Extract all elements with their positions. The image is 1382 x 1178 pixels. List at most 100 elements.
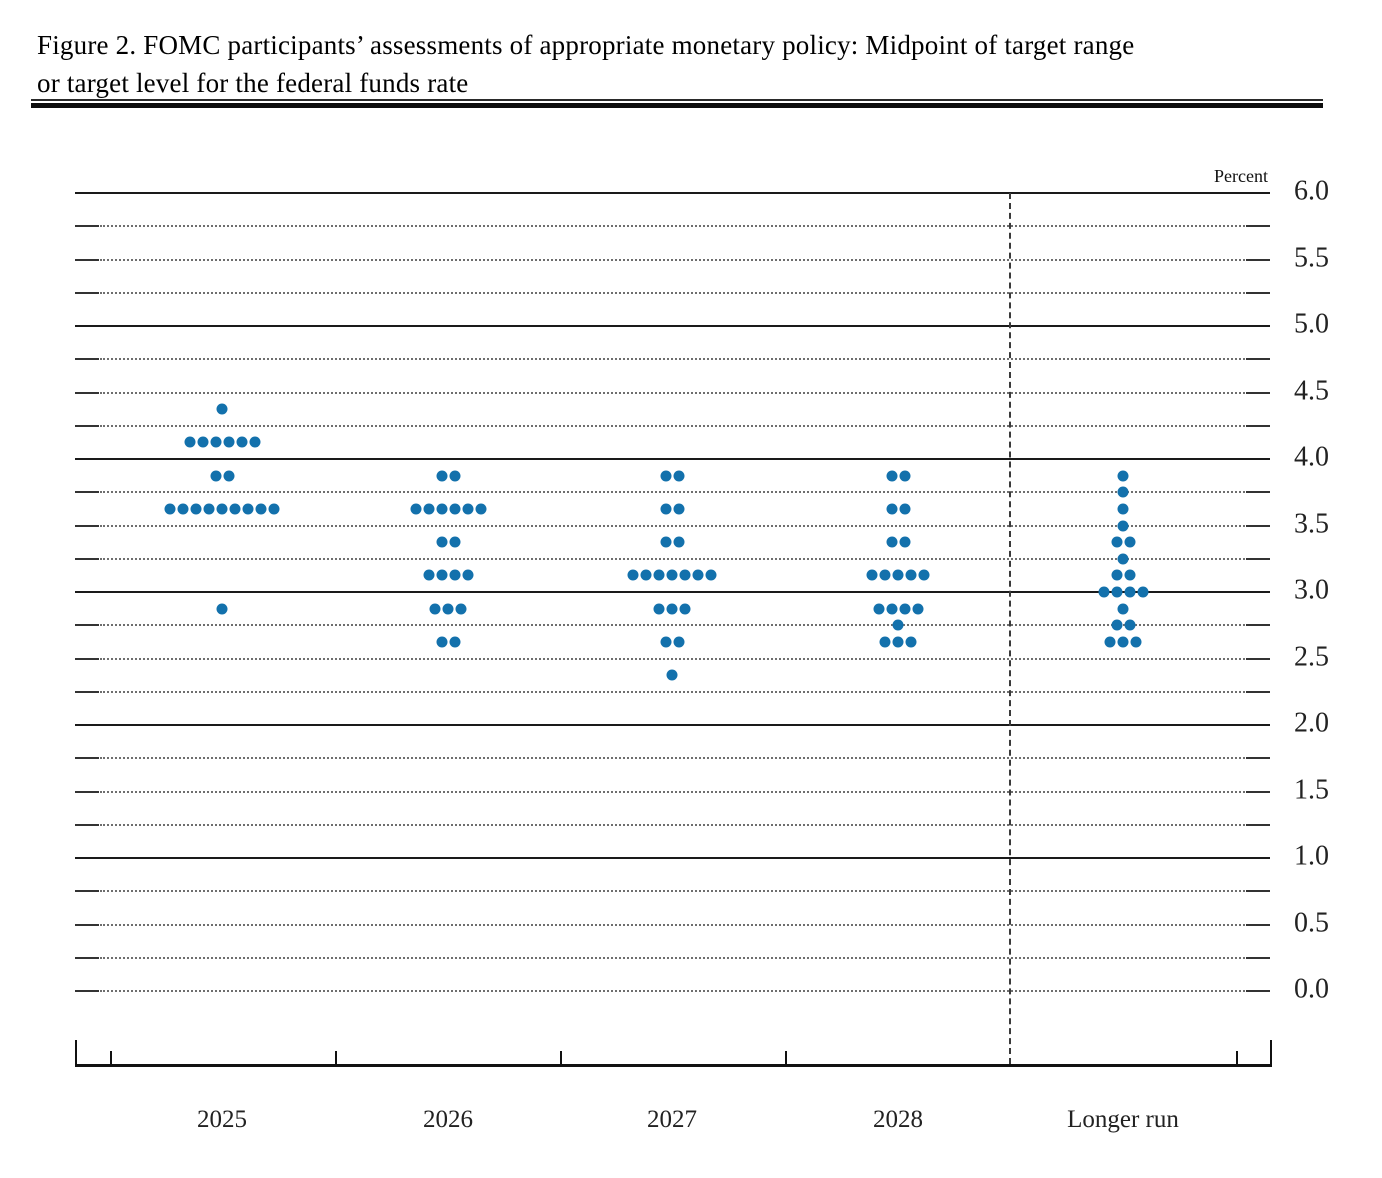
gridline-left-tick bbox=[75, 258, 99, 261]
y-axis-unit-label: Percent bbox=[1214, 166, 1268, 186]
projection-dot bbox=[1104, 636, 1116, 648]
y-tick-label-2.5: 2.5 bbox=[1294, 641, 1329, 673]
projection-dot bbox=[436, 536, 447, 548]
y-tick-label-3.0: 3.0 bbox=[1294, 574, 1329, 606]
projection-dot bbox=[1098, 586, 1109, 598]
projection-dot bbox=[449, 503, 460, 515]
gridline-left-tick bbox=[75, 890, 99, 893]
gridline-right-tick bbox=[1246, 624, 1270, 627]
longer-run-separator-line bbox=[1009, 193, 1011, 1064]
gridline-right-tick bbox=[1246, 690, 1270, 693]
projection-dot bbox=[627, 569, 639, 581]
figure-title: Figure 2. FOMC participants’ assessments… bbox=[37, 26, 1134, 102]
title-rule-thin bbox=[31, 99, 1323, 101]
projection-dot bbox=[660, 470, 671, 482]
projection-dot bbox=[1117, 503, 1129, 515]
gridline-dotted-2.25 bbox=[100, 690, 1245, 693]
projection-dot bbox=[899, 536, 910, 548]
gridline-right-tick bbox=[1246, 524, 1270, 527]
projection-dot bbox=[673, 636, 684, 648]
gridline-solid-6.0 bbox=[75, 192, 1270, 194]
projection-dot bbox=[462, 569, 473, 581]
projection-dot bbox=[210, 436, 221, 448]
gridline-right-tick bbox=[1246, 424, 1270, 427]
gridline-dotted-1.25 bbox=[100, 823, 1245, 826]
title-rule-thick bbox=[31, 103, 1323, 108]
projection-dot bbox=[1130, 636, 1142, 648]
y-tick-label-1.0: 1.0 bbox=[1294, 840, 1329, 872]
projection-dot bbox=[216, 503, 228, 515]
projection-dot bbox=[449, 569, 460, 581]
gridline-solid-5.0 bbox=[75, 325, 1270, 327]
gridline-left-tick bbox=[75, 557, 99, 560]
y-tick-label-0.5: 0.5 bbox=[1294, 907, 1329, 939]
projection-dot bbox=[242, 503, 254, 515]
projection-dot bbox=[423, 503, 434, 515]
projection-dot bbox=[679, 569, 691, 581]
projection-dot bbox=[879, 569, 891, 581]
projection-dot bbox=[692, 569, 704, 581]
x-axis-tick bbox=[110, 1051, 112, 1064]
projection-dot bbox=[892, 569, 904, 581]
projection-dot bbox=[879, 636, 891, 648]
gridline-left-tick bbox=[75, 391, 99, 394]
projection-dot bbox=[475, 503, 486, 515]
gridline-right-tick bbox=[1246, 657, 1270, 660]
gridline-dotted-5.25 bbox=[100, 291, 1245, 294]
projection-dot bbox=[886, 536, 897, 548]
gridline-left-tick bbox=[75, 990, 99, 992]
projection-dot bbox=[892, 619, 904, 631]
y-tick-label-5.0: 5.0 bbox=[1294, 308, 1329, 340]
gridline-dotted-0.25 bbox=[100, 956, 1245, 959]
projection-dot bbox=[236, 436, 247, 448]
projection-dot bbox=[666, 669, 678, 681]
projection-dot bbox=[905, 569, 917, 581]
gridline-dotted-2.50 bbox=[100, 657, 1245, 660]
gridline-dotted-5.50 bbox=[100, 258, 1245, 261]
gridline-solid-2.0 bbox=[75, 724, 1270, 726]
x-axis-corner-stub bbox=[75, 1040, 77, 1064]
projection-dot bbox=[1111, 536, 1122, 548]
projection-dot bbox=[1124, 586, 1135, 598]
gridline-left-tick bbox=[75, 491, 99, 494]
projection-dot bbox=[660, 503, 671, 515]
projection-dot bbox=[449, 470, 460, 482]
gridline-dotted-2.75 bbox=[100, 624, 1245, 627]
gridline-dotted-3.50 bbox=[100, 524, 1245, 527]
y-tick-label-0.0: 0.0 bbox=[1294, 973, 1329, 1005]
x-axis-tick bbox=[560, 1051, 562, 1064]
gridline-left-tick bbox=[75, 358, 99, 361]
projection-dot bbox=[249, 436, 260, 448]
y-tick-label-6.0: 6.0 bbox=[1294, 175, 1329, 207]
projection-dot bbox=[184, 436, 195, 448]
projection-dot bbox=[673, 536, 684, 548]
projection-dot bbox=[455, 603, 467, 615]
projection-dot bbox=[653, 569, 665, 581]
projection-dot bbox=[255, 503, 267, 515]
projection-dot bbox=[679, 603, 691, 615]
gridline-right-tick bbox=[1246, 823, 1270, 826]
projection-dot bbox=[886, 603, 897, 615]
projection-dot bbox=[873, 603, 884, 615]
projection-dot bbox=[886, 470, 897, 482]
projection-dot bbox=[905, 636, 917, 648]
projection-dot bbox=[1117, 486, 1129, 498]
projection-dot bbox=[673, 503, 684, 515]
projection-dot bbox=[1117, 520, 1129, 531]
projection-dot bbox=[223, 470, 234, 482]
figure-title-line1: Figure 2. FOMC participants’ assessments… bbox=[37, 30, 1135, 60]
projection-dot bbox=[640, 569, 652, 581]
projection-dot bbox=[462, 503, 473, 515]
projection-dot bbox=[1117, 603, 1129, 615]
gridline-solid-4.0 bbox=[75, 458, 1270, 460]
gridline-dotted-1.75 bbox=[100, 757, 1245, 760]
projection-dot bbox=[216, 603, 228, 615]
projection-dot bbox=[164, 503, 176, 515]
projection-dot bbox=[410, 503, 421, 515]
gridline-right-tick bbox=[1246, 358, 1270, 361]
gridline-right-tick bbox=[1246, 391, 1270, 394]
projection-dot bbox=[429, 603, 441, 615]
gridline-left-tick bbox=[75, 757, 99, 760]
